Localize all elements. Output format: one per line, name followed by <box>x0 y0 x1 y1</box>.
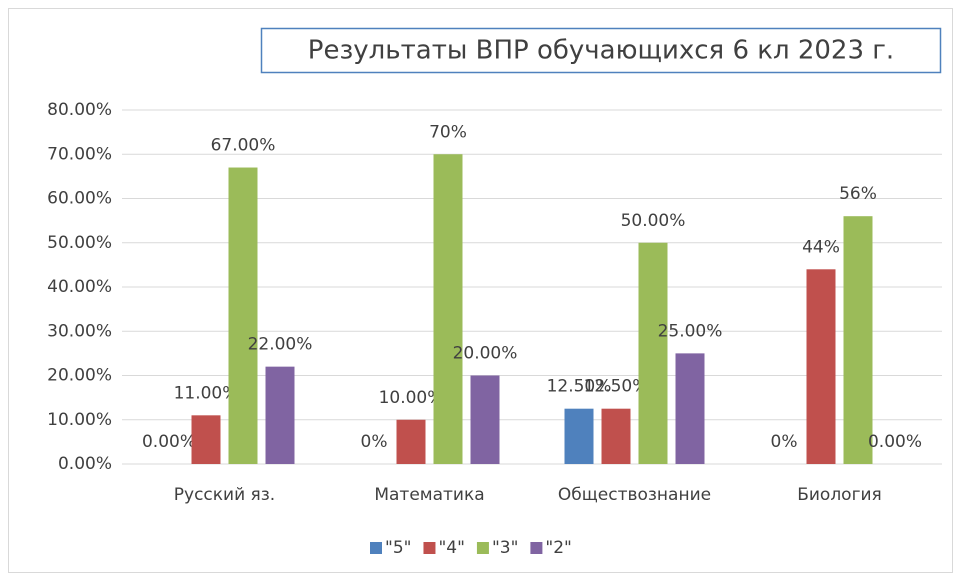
bar <box>638 242 668 464</box>
value-label: 56% <box>839 184 877 204</box>
value-label: 11.00% <box>174 383 239 403</box>
bar <box>265 366 295 464</box>
bar <box>843 216 873 464</box>
bar <box>470 375 500 464</box>
y-tick-label: 20.00% <box>47 366 112 386</box>
value-label: 20.00% <box>453 344 518 364</box>
value-label: 50.00% <box>621 211 686 231</box>
value-label: 0.00% <box>142 432 196 452</box>
value-label: 67.00% <box>211 136 276 156</box>
legend-swatch <box>476 542 489 554</box>
value-label: 22.00% <box>248 335 313 355</box>
y-tick-label: 40.00% <box>47 277 112 297</box>
x-tick-label: Математика <box>374 485 484 505</box>
y-tick-label: 50.00% <box>47 233 112 253</box>
value-label: 44% <box>802 237 840 257</box>
value-label: 70% <box>429 122 467 142</box>
bar <box>396 419 426 464</box>
bar <box>601 408 631 464</box>
bar <box>806 269 836 464</box>
chart-title: Результаты ВПР обучающихся 6 кл 2023 г. <box>308 36 894 66</box>
bar <box>564 408 594 464</box>
x-tick-label: Биология <box>797 485 882 505</box>
bar <box>675 353 705 464</box>
legend-label: "5" <box>385 538 411 558</box>
legend-label: "3" <box>492 538 518 558</box>
bar <box>228 167 258 464</box>
chart-frame <box>8 8 953 573</box>
y-tick-label: 10.00% <box>47 410 112 430</box>
x-tick-label: Обществознание <box>558 485 711 505</box>
value-label: 0% <box>361 432 388 452</box>
y-tick-label: 30.00% <box>47 321 112 341</box>
value-label: 0.00% <box>868 432 922 452</box>
y-tick-label: 0.00% <box>58 454 112 474</box>
value-label: 12.50% <box>547 377 612 397</box>
value-label: 12.50% <box>584 377 649 397</box>
value-label: 0% <box>771 432 798 452</box>
value-label: 10.00% <box>379 388 444 408</box>
y-tick-label: 70.00% <box>47 144 112 164</box>
value-label: 25.00% <box>658 321 723 341</box>
legend-swatch <box>530 542 543 554</box>
y-tick-label: 60.00% <box>47 189 112 209</box>
legend-label: "2" <box>545 538 571 558</box>
y-tick-label: 80.00% <box>47 100 112 120</box>
legend-swatch <box>370 542 382 554</box>
bar <box>433 154 463 464</box>
x-tick-label: Русский яз. <box>174 485 275 505</box>
legend-swatch <box>423 542 436 554</box>
title-box <box>260 27 942 74</box>
legend-label: "4" <box>438 538 464 558</box>
bar <box>191 415 221 464</box>
